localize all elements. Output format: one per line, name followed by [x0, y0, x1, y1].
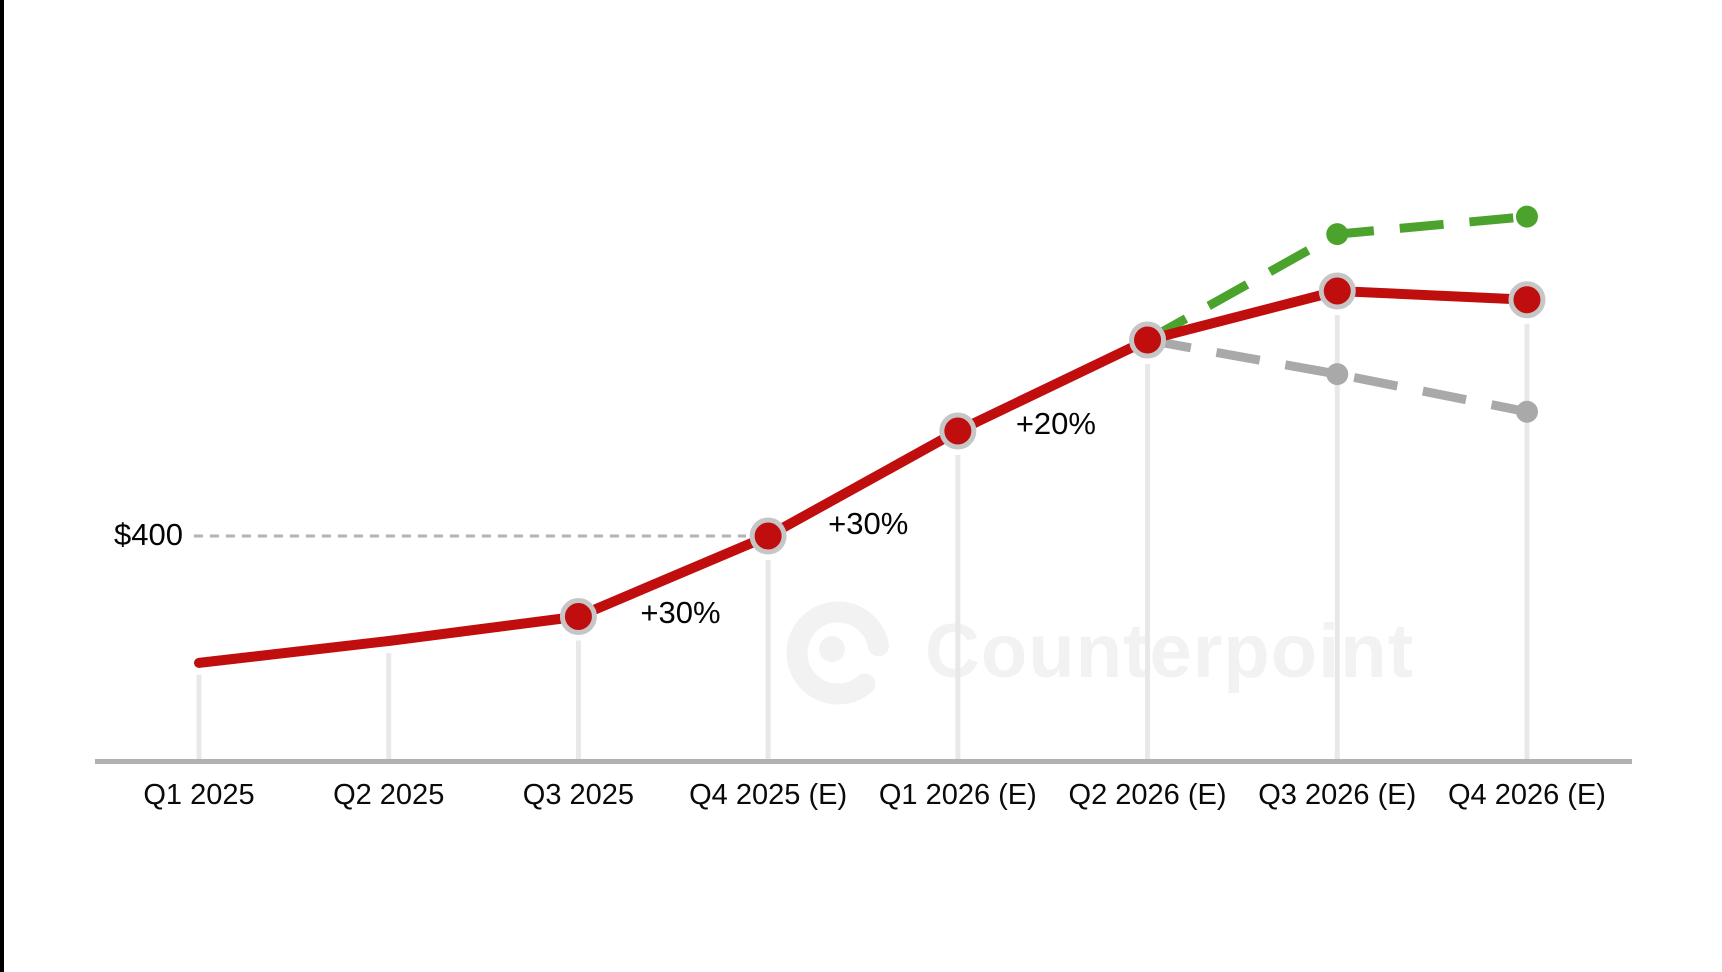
x-axis-label: Q2 2025 [333, 779, 445, 811]
red-data-point [749, 517, 787, 555]
x-axis-label: Q3 2026 (E) [1258, 779, 1417, 811]
x-axis-line [95, 759, 1632, 764]
x-axis-label: Q4 2025 (E) [689, 779, 848, 811]
green-data-point [1515, 205, 1538, 228]
x-axis-label: Q4 2026 (E) [1447, 779, 1606, 811]
growth-annotation: +30% [640, 594, 721, 630]
reference-line-label: $400 [114, 517, 183, 552]
x-axis-label: Q3 2025 [522, 779, 635, 811]
x-axis-label: Q1 2025 [143, 779, 255, 811]
growth-annotation: +20% [1015, 406, 1096, 441]
gray-series-line [1146, 335, 1528, 417]
growth-annotation: +30% [828, 506, 909, 541]
red-series-line [194, 286, 1532, 668]
red-data-point [1508, 281, 1546, 319]
red-data-point [939, 412, 977, 450]
x-axis-label: Q1 2026 (E) [878, 779, 1037, 811]
counterpoint-logo-icon [786, 601, 890, 705]
red-data-point [559, 598, 597, 635]
red-data-point [1129, 321, 1167, 359]
watermark-text: Counterpoint [925, 609, 1415, 694]
green-data-point [1326, 223, 1349, 246]
left-edge-bar [0, 0, 4, 972]
x-axis-label: Q2 2026 (E) [1068, 779, 1227, 811]
gray-data-point [1515, 400, 1538, 423]
gray-data-point [1326, 363, 1349, 386]
red-data-point [1318, 272, 1356, 310]
